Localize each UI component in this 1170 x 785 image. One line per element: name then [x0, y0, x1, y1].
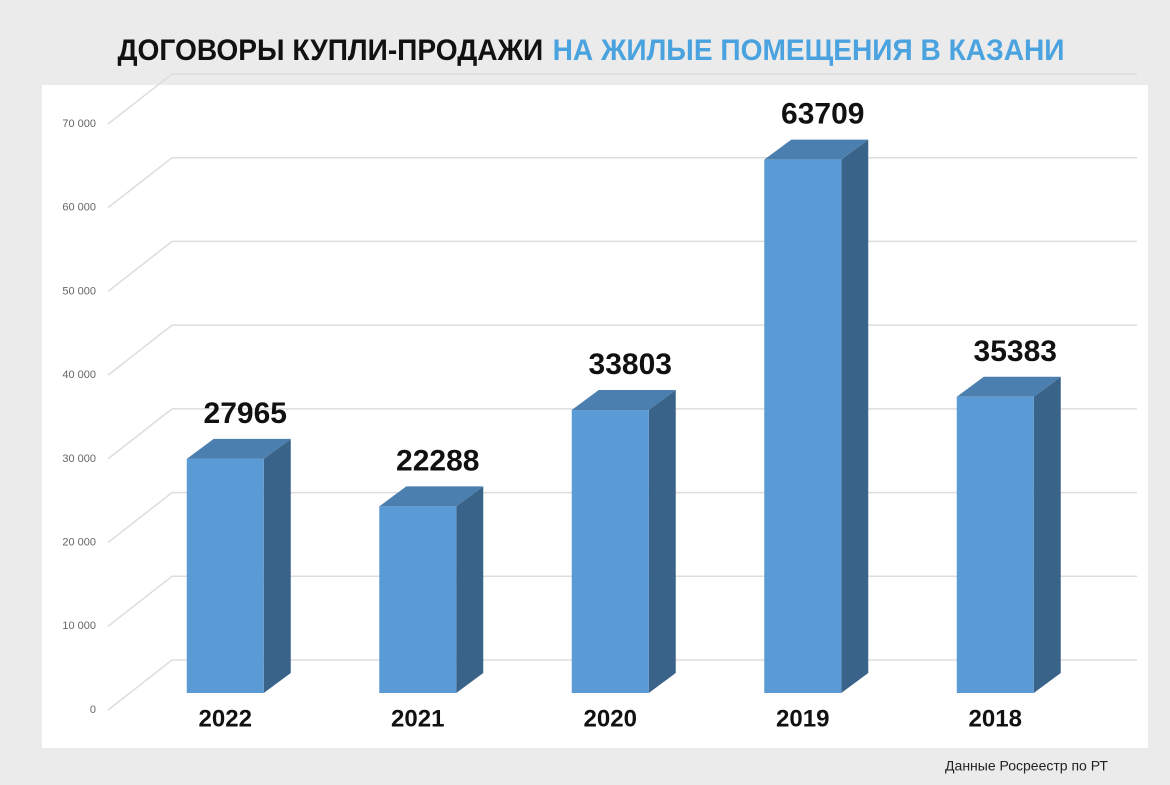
title-highlight: НА ЖИЛЫЕ ПОМЕЩЕНИЯ В КАЗАНИ [553, 34, 1065, 67]
bar-top [379, 486, 484, 507]
bar-side [1033, 376, 1061, 693]
value-label: 27965 [204, 397, 287, 430]
x-tick-label: 2019 [776, 705, 829, 732]
value-label: 63709 [781, 98, 864, 131]
bar [956, 396, 1034, 693]
y-tick-label: 40 000 [62, 369, 96, 381]
x-tick-label: 2021 [391, 705, 444, 732]
bar-top [956, 376, 1061, 397]
bar [379, 506, 457, 693]
grid-line [107, 73, 1137, 125]
chart-title: ДОГОВОРЫ КУПЛИ-ПРОДАЖИ НА ЖИЛЫЕ ПОМЕЩЕНИЯ… [118, 34, 1065, 67]
bar-top [186, 438, 291, 459]
y-tick-label: 20 000 [62, 536, 96, 548]
y-tick-label: 30 000 [62, 453, 96, 465]
title-main: ДОГОВОРЫ КУПЛИ-ПРОДАЖИ [118, 34, 544, 67]
value-label: 33803 [589, 348, 672, 381]
bar [571, 410, 649, 693]
x-tick-label: 2020 [584, 705, 637, 732]
x-tick-label: 2022 [199, 705, 252, 732]
x-tick-label: 2018 [969, 705, 1022, 732]
source-note: Данные Росреестр по РТ [945, 758, 1108, 774]
bar [764, 159, 842, 693]
y-tick-label: 0 [90, 704, 96, 716]
bar-side [263, 438, 291, 693]
bar [186, 458, 264, 693]
bar-side [841, 139, 869, 693]
bar-top [764, 139, 869, 160]
value-label: 22288 [396, 444, 479, 477]
y-tick-label: 10 000 [62, 620, 96, 632]
bar-side [648, 390, 676, 693]
bar-top [571, 390, 676, 411]
y-tick-label: 50 000 [62, 285, 96, 297]
y-tick-label: 60 000 [62, 202, 96, 214]
bar-side [456, 486, 484, 693]
value-label: 35383 [974, 335, 1057, 368]
y-tick-label: 70 000 [62, 118, 96, 130]
